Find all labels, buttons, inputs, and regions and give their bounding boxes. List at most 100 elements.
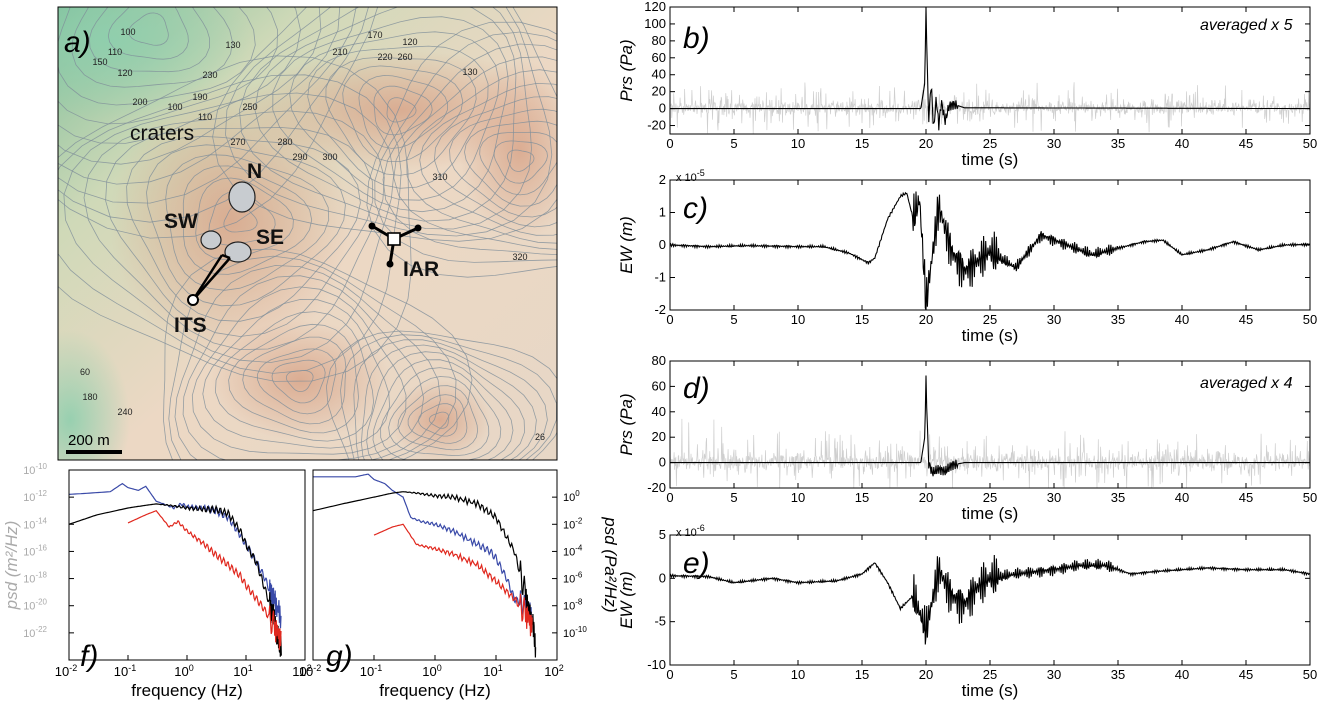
trace-c [669, 191, 1311, 310]
contour-label: 200 [132, 97, 147, 107]
contour-line [353, 339, 548, 460]
y-tick-label: 10-14 [23, 516, 47, 531]
station-label-iar: IAR [403, 258, 439, 281]
contour-line [380, 367, 502, 460]
crater-se [224, 241, 252, 263]
contour-line [168, 255, 457, 460]
contour-lines [58, 7, 557, 460]
contour-label: 190 [192, 92, 207, 102]
scale-bar: 200 m [66, 432, 122, 454]
y-tick-label: 60 [652, 378, 666, 393]
contour-line [58, 7, 341, 185]
x-tick-label: 50 [1303, 312, 1317, 327]
x-axis-label: time (s) [962, 681, 1019, 700]
x-axis-label: frequency (Hz) [379, 681, 490, 700]
contour-line [58, 7, 357, 204]
x-tick-label: 25 [983, 136, 997, 151]
contour-label: 320 [512, 252, 527, 262]
x-tick-label: 10 [791, 667, 805, 682]
x-tick-label: 20 [919, 490, 933, 505]
contour-line [195, 177, 294, 260]
contour-line [428, 411, 450, 429]
x-tick-label: 50 [1303, 667, 1317, 682]
iar-array [368, 222, 422, 268]
contour-line [165, 154, 330, 291]
y-tick-label: 10-4 [563, 543, 583, 558]
x-tick-label: 10-1 [360, 663, 382, 679]
craters-label: craters [130, 122, 194, 145]
contour-line [58, 7, 379, 239]
exponent-label-e: x 10-6 [676, 523, 705, 539]
contour-line [128, 12, 169, 46]
trace-d [670, 375, 1310, 477]
contour-line [406, 69, 557, 244]
contour-line [397, 385, 479, 451]
contour-line [449, 108, 557, 218]
contour-label: 310 [432, 172, 447, 182]
contour-label: 260 [397, 52, 412, 62]
x-tick-label: 10-2 [299, 663, 321, 679]
x-tick-label: 5 [730, 667, 737, 682]
x-tick-label: 20 [919, 667, 933, 682]
trace-e [669, 554, 1311, 645]
x-tick-label: 45 [1239, 136, 1253, 151]
contour-line [374, 31, 557, 263]
contour-line [88, 7, 211, 73]
contour-line [358, 74, 449, 149]
panel-label-g: g) [326, 640, 353, 673]
x-tick-label: 45 [1239, 312, 1253, 327]
y-axis-label: psd (Pa²/Hz) [601, 516, 620, 612]
y-tick-label: 10-6 [563, 571, 583, 586]
contour-line [388, 376, 490, 457]
contour-line [325, 330, 557, 460]
x-tick-label: 0 [666, 312, 673, 327]
x-tick-label: 30 [1047, 667, 1061, 682]
x-tick-label: 35 [1111, 136, 1125, 151]
crater-label-se: SE [256, 226, 284, 249]
x-tick-label: 20 [919, 312, 933, 327]
x-tick-label: 45 [1239, 490, 1253, 505]
contour-line [163, 248, 473, 460]
contour-line [289, 31, 500, 201]
psd-trace-g-0 [313, 473, 533, 630]
x-tick-label: 40 [1175, 667, 1189, 682]
x-axis-label: frequency (Hz) [131, 681, 242, 700]
crater-label-sw: SW [164, 210, 198, 233]
x-tick-label: 50 [1303, 136, 1317, 151]
y-tick-label: 10-2 [563, 516, 583, 531]
contour-label: 270 [230, 137, 245, 147]
contour-line [342, 65, 464, 162]
contour-line [174, 265, 441, 460]
y-tick-label: 0 [659, 570, 666, 585]
x-tick-label: 100 [174, 663, 193, 679]
panel-label-e: e) [683, 547, 710, 580]
contour-label: 170 [367, 30, 382, 40]
y-tick-label: 100 [644, 16, 666, 31]
x-tick-label: 102 [544, 663, 563, 679]
x-tick-label: 35 [1111, 312, 1125, 327]
panel-label-b: b) [683, 22, 710, 55]
station-label-its: ITS [174, 314, 207, 337]
annotation-b: averaged x 5 [1200, 17, 1293, 34]
contour-line [107, 7, 189, 60]
contour-line [58, 55, 412, 382]
x-tick-label: 5 [730, 312, 737, 327]
contour-line [407, 394, 468, 444]
y-tick-label: 10-8 [563, 598, 583, 613]
y-tick-label: 120 [644, 0, 666, 14]
contour-line [366, 21, 557, 278]
y-tick-label: -20 [647, 118, 666, 133]
x-tick-label: 25 [983, 667, 997, 682]
contour-line [272, 16, 509, 213]
x-tick-label: 15 [855, 312, 869, 327]
contour-label: 120 [117, 68, 132, 78]
panel-label-c: c) [683, 192, 708, 225]
contour-label: 150 [92, 57, 107, 67]
contour-label: 100 [167, 102, 182, 112]
x-tick-label: 10-2 [55, 663, 77, 679]
y-tick-label: 10-18 [23, 571, 47, 586]
y-tick-label: 2 [659, 172, 666, 187]
contour-label: 280 [277, 137, 292, 147]
x-tick-label: 30 [1047, 312, 1061, 327]
